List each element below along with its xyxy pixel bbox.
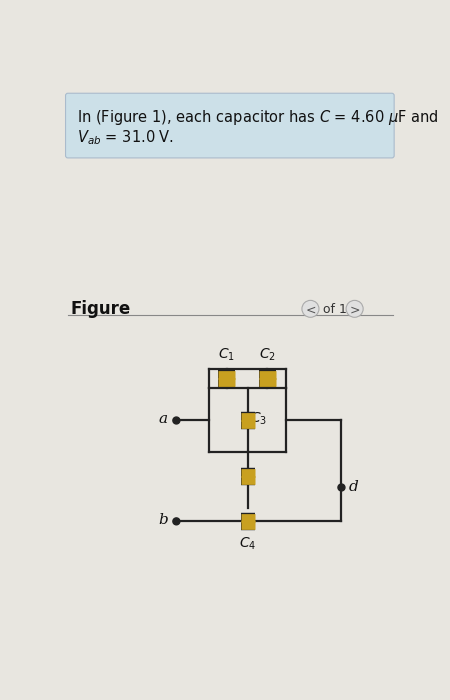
Text: $C_2$: $C_2$ [259, 346, 275, 363]
Circle shape [173, 417, 180, 424]
Text: In (Figure 1), each capacitor has $C$ = 4.60 $\mu$F and: In (Figure 1), each capacitor has $C$ = … [77, 108, 439, 127]
Text: $V_{ab}$ = 31.0 V.: $V_{ab}$ = 31.0 V. [77, 128, 174, 146]
Text: $C_4$: $C_4$ [239, 536, 256, 552]
Text: $C_1$: $C_1$ [218, 346, 235, 363]
Text: >: > [349, 303, 360, 316]
Circle shape [302, 300, 319, 317]
Circle shape [173, 518, 180, 525]
FancyBboxPatch shape [66, 93, 394, 158]
Text: d: d [349, 480, 359, 494]
Text: $C_3$: $C_3$ [250, 411, 267, 427]
Text: a: a [159, 412, 168, 426]
Circle shape [346, 300, 363, 317]
Circle shape [338, 484, 345, 491]
Text: Figure: Figure [70, 300, 130, 318]
Text: 1 of 1: 1 of 1 [311, 303, 347, 316]
Text: <: < [305, 303, 316, 316]
Text: b: b [158, 513, 168, 527]
